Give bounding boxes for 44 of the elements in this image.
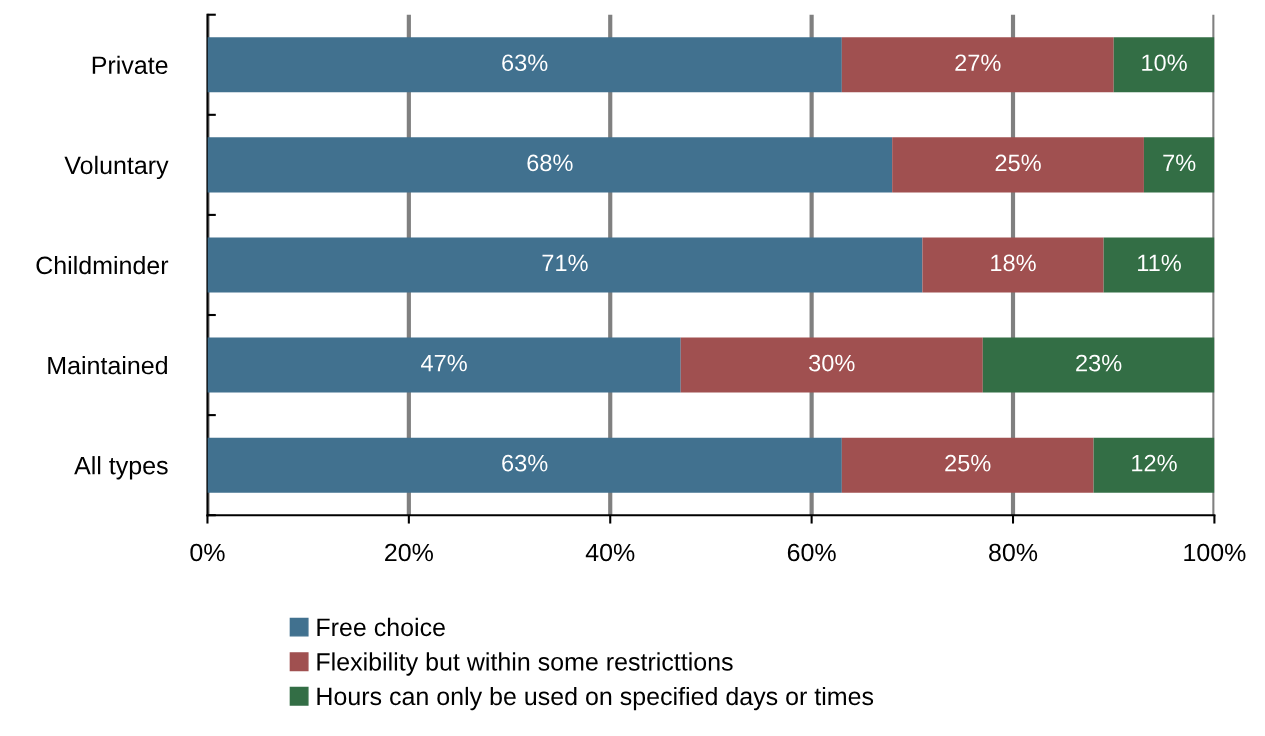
data-label: 63% <box>502 54 548 72</box>
bar <box>207 137 893 193</box>
bar <box>207 237 923 293</box>
y-tick-label: Childminder <box>36 255 169 275</box>
y-tick-label: Private <box>92 55 168 75</box>
bar <box>922 237 1104 293</box>
bar <box>1093 437 1215 493</box>
data-label: 12% <box>1132 454 1177 472</box>
bar <box>841 437 1094 493</box>
y-tick-label: Voluntary <box>64 155 169 180</box>
data-label: 25% <box>995 154 1041 172</box>
data-label: 68% <box>527 154 573 172</box>
data-label: 11% <box>1138 254 1181 272</box>
x-tick-label: 0% <box>190 543 225 562</box>
bar <box>680 337 983 393</box>
y-tick-label: All types <box>74 456 168 480</box>
data-label: 7% <box>1163 154 1196 172</box>
data-label: 47% <box>421 354 467 372</box>
data-label: 18% <box>991 254 1036 272</box>
x-tick-label: 80% <box>989 543 1038 562</box>
x-tick-label: 100% <box>1184 543 1246 562</box>
legend-label: Flexibility but within some restricttions <box>317 652 733 676</box>
data-label: 27% <box>955 54 1001 72</box>
bar <box>207 437 842 493</box>
legend-label: Free choice <box>317 617 445 637</box>
x-tick-label: 60% <box>787 543 836 562</box>
data-label: 25% <box>945 454 991 472</box>
data-label: 30% <box>809 354 855 372</box>
data-label: 63% <box>502 454 548 472</box>
bar <box>207 337 681 393</box>
bar <box>982 337 1215 393</box>
bar <box>207 37 842 93</box>
x-tick-label: 20% <box>385 543 433 562</box>
bar <box>1143 137 1215 193</box>
data-label: 10% <box>1142 54 1187 72</box>
y-tick-label: Maintained <box>48 356 167 375</box>
bar <box>841 37 1114 93</box>
bar <box>1113 37 1215 93</box>
x-tick-label: 40% <box>585 543 635 562</box>
data-label: 23% <box>1076 354 1122 372</box>
bar <box>1103 237 1215 293</box>
legend-label: Hours can only be used on specified days or times <box>317 686 874 711</box>
data-label: 71% <box>542 254 588 272</box>
bar <box>892 137 1144 193</box>
